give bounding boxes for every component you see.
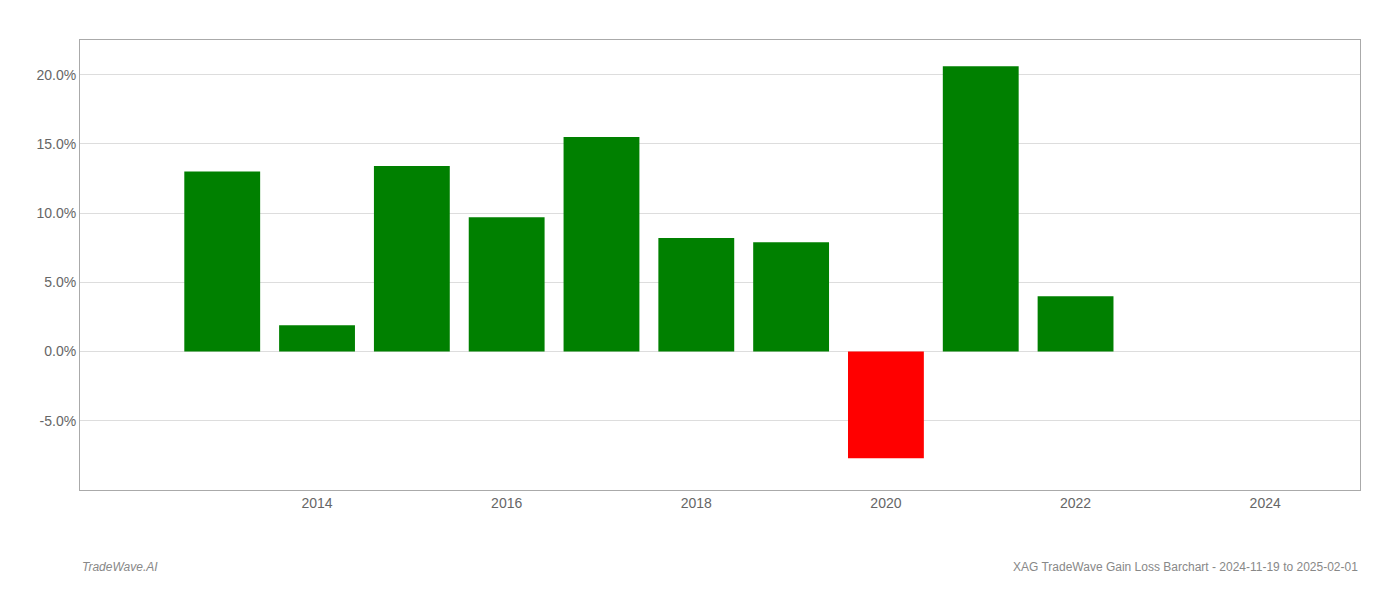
svg-text:2022: 2022	[1060, 495, 1091, 511]
svg-text:2020: 2020	[870, 495, 901, 511]
svg-text:TradeWave.AI: TradeWave.AI	[82, 560, 158, 574]
svg-text:0.0%: 0.0%	[44, 343, 76, 359]
svg-text:10.0%: 10.0%	[36, 205, 76, 221]
svg-text:-5.0%: -5.0%	[40, 413, 77, 429]
svg-text:XAG TradeWave Gain Loss Barcha: XAG TradeWave Gain Loss Barchart - 2024-…	[1013, 560, 1358, 574]
svg-text:5.0%: 5.0%	[44, 274, 76, 290]
svg-text:2016: 2016	[491, 495, 522, 511]
svg-text:2014: 2014	[301, 495, 332, 511]
svg-text:2024: 2024	[1250, 495, 1281, 511]
svg-text:20.0%: 20.0%	[36, 67, 76, 83]
svg-text:2018: 2018	[681, 495, 712, 511]
svg-text:15.0%: 15.0%	[36, 136, 76, 152]
